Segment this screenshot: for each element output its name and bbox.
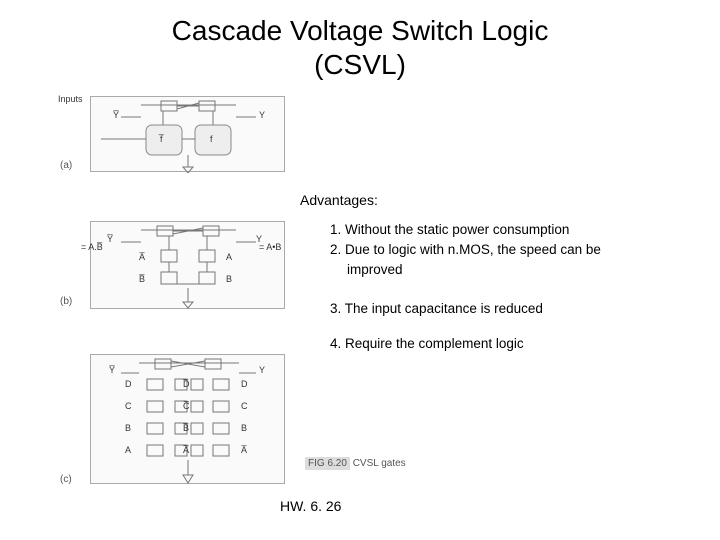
y-c: Y bbox=[259, 365, 265, 375]
fig-number: FIG 6.20 bbox=[305, 457, 350, 470]
subfig-b-label: (b) bbox=[60, 296, 72, 307]
d-c2: D bbox=[241, 379, 248, 389]
title-line2: (CSVL) bbox=[314, 49, 406, 80]
b-b2: B bbox=[226, 274, 232, 284]
circuit-c-svg bbox=[91, 355, 286, 485]
adv-item-3: 3. The input capacitance is reduced bbox=[330, 301, 710, 318]
circuit-a-svg bbox=[91, 97, 286, 173]
circuit-a: Inputs Y̅ Y f̅ f bbox=[90, 96, 285, 172]
abar-b: A̅ bbox=[139, 252, 145, 262]
adv-item-1: 1. Without the static power consumption bbox=[330, 222, 710, 239]
a-b: A bbox=[226, 252, 232, 262]
b-c2: B bbox=[241, 423, 247, 433]
subfig-a-label: (a) bbox=[60, 160, 72, 171]
abar-c2: A̅ bbox=[241, 445, 247, 455]
homework-ref: HW. 6. 26 bbox=[280, 498, 341, 514]
adv-item-4: 4. Require the complement logic bbox=[330, 336, 710, 353]
y-a: Y bbox=[259, 110, 265, 120]
slide-title: Cascade Voltage Switch Logic (CSVL) bbox=[0, 0, 720, 81]
dbar-c: D̅ bbox=[183, 379, 190, 389]
adv-item-2: 2. Due to logic with n.MOS, the speed ca… bbox=[330, 242, 710, 259]
eq-b-left: = A.B̅ bbox=[81, 242, 103, 252]
d-c: D bbox=[125, 379, 132, 389]
title-line1: Cascade Voltage Switch Logic bbox=[172, 15, 549, 46]
eq-b-right: = A•B bbox=[259, 242, 281, 252]
ybar-c: Y̅ bbox=[109, 365, 115, 375]
c-c: C bbox=[125, 401, 132, 411]
figure-caption: FIG 6.20 CVSL gates bbox=[305, 458, 406, 469]
abar-c: A̅ bbox=[183, 445, 189, 455]
adv-item-2b: improved bbox=[330, 262, 710, 279]
b-c: B bbox=[125, 423, 131, 433]
inputs-label: Inputs bbox=[58, 94, 83, 104]
a-c: A bbox=[125, 445, 131, 455]
circuit-diagrams: (a) (b) (c) Inputs Y̅ Y f̅ f bbox=[70, 96, 300, 496]
subfig-c-label: (c) bbox=[60, 474, 72, 485]
circuit-b: Y̅ Y = A.B̅ = A•B A̅ A B̅ B bbox=[90, 221, 285, 309]
circuit-c: Y̅ Y D D D̅ C C C̅ B B B̅ A A̅ A̅ bbox=[90, 354, 285, 484]
c-c2: C bbox=[241, 401, 248, 411]
fig-text: CVSL gates bbox=[353, 458, 406, 469]
cbar-c: C̅ bbox=[183, 401, 190, 411]
advantages-header: Advantages: bbox=[300, 192, 378, 208]
bbar-c: B̅ bbox=[183, 423, 189, 433]
fbar-a: f̅ bbox=[160, 134, 163, 144]
ybar-b: Y̅ bbox=[107, 234, 113, 244]
ybar-a: Y̅ bbox=[113, 110, 119, 120]
f-a: f bbox=[210, 134, 213, 144]
bbar-b2: B̅ bbox=[139, 274, 145, 284]
advantages-list: 1. Without the static power consumption … bbox=[330, 222, 710, 355]
